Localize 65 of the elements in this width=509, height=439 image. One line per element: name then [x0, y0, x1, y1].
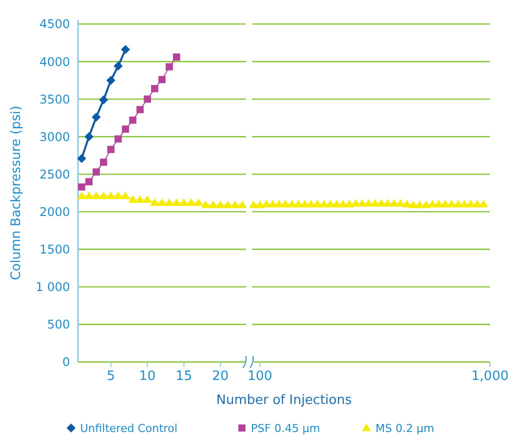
- point: [106, 76, 116, 85]
- x-tick-label: 5: [106, 369, 116, 384]
- y-tick-label: 4000: [39, 54, 70, 69]
- point: [114, 62, 123, 71]
- x-tick-label: 10: [139, 369, 156, 384]
- point: [129, 116, 136, 124]
- point: [114, 192, 123, 200]
- point: [77, 192, 86, 200]
- point: [150, 198, 160, 206]
- point: [216, 200, 225, 208]
- y-tick-label: 500: [47, 318, 70, 332]
- y-tick-label: 1 000: [36, 280, 70, 294]
- point: [85, 178, 93, 186]
- point: [128, 195, 138, 203]
- y-tick-label: 3000: [39, 130, 70, 144]
- point: [172, 198, 182, 206]
- y-tick-label: 4500: [39, 17, 70, 32]
- point: [100, 158, 108, 166]
- point: [92, 112, 101, 122]
- point: [107, 146, 114, 154]
- point: [99, 95, 108, 104]
- legend-label: Unfiltered Control: [80, 422, 178, 435]
- point: [166, 63, 173, 70]
- x-tick-label: 20: [212, 369, 229, 384]
- point: [201, 200, 210, 208]
- point: [179, 198, 188, 206]
- y-tick-label: 3500: [39, 92, 70, 106]
- x-tick-label: 1,000: [471, 369, 509, 384]
- point: [144, 96, 151, 103]
- point: [78, 183, 86, 191]
- point: [186, 198, 196, 206]
- point: [106, 192, 116, 200]
- point: [77, 154, 86, 163]
- point: [84, 132, 94, 142]
- point: [92, 192, 101, 200]
- point: [158, 198, 166, 206]
- x-tick-label: 15: [176, 369, 192, 384]
- point: [92, 168, 100, 176]
- legend-label: PSF 0.45 µm: [250, 422, 320, 435]
- x-tick-label: 100: [248, 369, 272, 384]
- point: [151, 84, 158, 92]
- point: [120, 192, 130, 200]
- point: [122, 126, 130, 133]
- y-tick-label: 2500: [39, 167, 70, 182]
- point: [136, 106, 144, 114]
- point: [194, 198, 204, 206]
- y-axis-title: Column Backpressure (psi): [9, 106, 24, 280]
- point: [84, 192, 94, 200]
- point: [164, 198, 174, 206]
- point: [142, 195, 152, 203]
- point: [223, 200, 232, 208]
- point: [158, 76, 166, 84]
- y-tick-label: 1500: [39, 242, 70, 257]
- x-axis-title: Number of Injections: [216, 393, 352, 408]
- point: [238, 200, 247, 208]
- point: [208, 200, 218, 208]
- point: [120, 45, 130, 54]
- point: [114, 135, 122, 143]
- point: [99, 192, 108, 200]
- legend-label: MS 0.2 µm: [376, 422, 434, 435]
- point: [230, 200, 240, 208]
- y-tick-label: 0: [62, 355, 70, 370]
- point: [173, 53, 180, 61]
- point: [136, 195, 145, 203]
- y-tick-label: 2000: [39, 204, 70, 219]
